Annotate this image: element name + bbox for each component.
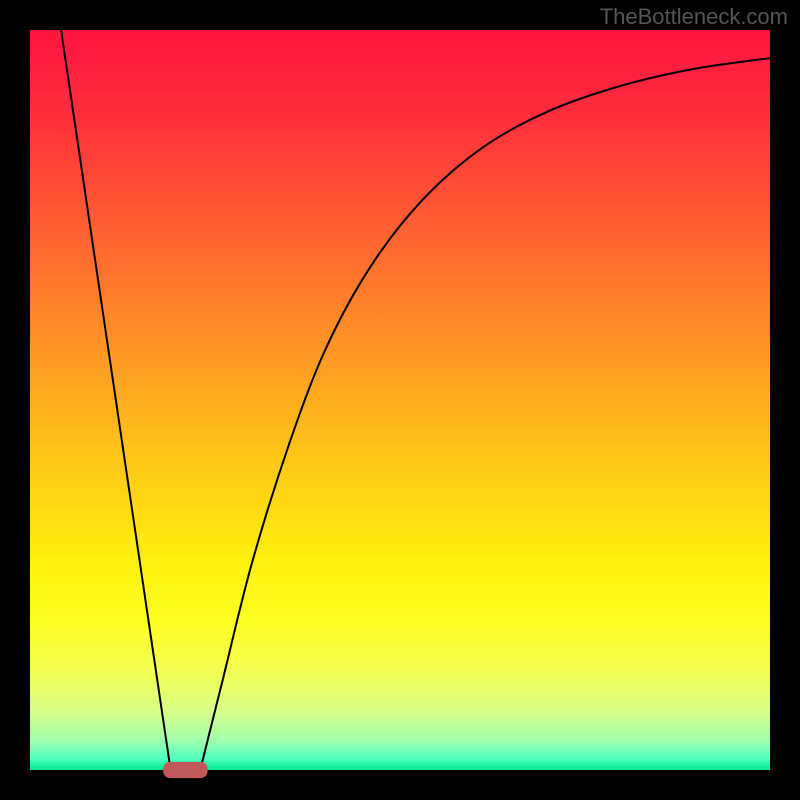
- watermark-text: TheBottleneck.com: [600, 4, 788, 30]
- minimum-marker: [163, 762, 207, 778]
- bottleneck-chart: [0, 0, 800, 800]
- chart-container: { "meta": { "watermark": "TheBottleneck.…: [0, 0, 800, 800]
- plot-area-gradient: [30, 30, 770, 770]
